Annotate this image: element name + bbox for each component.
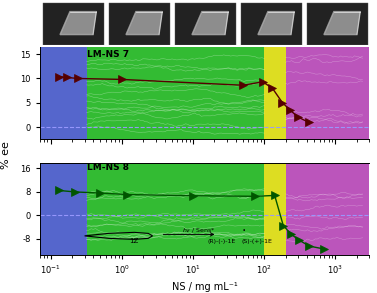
Polygon shape bbox=[324, 12, 360, 35]
Polygon shape bbox=[258, 12, 294, 35]
Text: % ee: % ee bbox=[1, 141, 11, 169]
Bar bbox=[175, 3, 236, 45]
Polygon shape bbox=[324, 12, 360, 35]
Bar bbox=[286, 163, 369, 255]
X-axis label: NS / mg mL⁻¹: NS / mg mL⁻¹ bbox=[172, 282, 238, 292]
Text: LM-NS 8: LM-NS 8 bbox=[87, 163, 129, 172]
Bar bbox=[109, 3, 170, 45]
Polygon shape bbox=[126, 12, 162, 35]
Bar bbox=[40, 47, 87, 139]
Text: (S)-(+)-1E: (S)-(+)-1E bbox=[242, 239, 273, 244]
Bar bbox=[264, 47, 286, 139]
Polygon shape bbox=[258, 12, 294, 35]
Polygon shape bbox=[60, 12, 96, 35]
Polygon shape bbox=[192, 12, 228, 35]
Text: ·: · bbox=[242, 224, 246, 238]
Bar bbox=[43, 3, 104, 45]
Text: (R)-(-)-1E: (R)-(-)-1E bbox=[207, 239, 236, 244]
Polygon shape bbox=[192, 12, 228, 35]
Bar bbox=[264, 163, 286, 255]
Bar bbox=[87, 163, 264, 255]
Bar bbox=[87, 47, 264, 139]
Bar bbox=[241, 3, 302, 45]
Bar bbox=[307, 3, 368, 45]
Polygon shape bbox=[60, 12, 96, 35]
Bar bbox=[40, 163, 87, 255]
Polygon shape bbox=[126, 12, 162, 35]
Text: LM-NS 7: LM-NS 7 bbox=[87, 50, 129, 59]
Text: 1Z: 1Z bbox=[130, 238, 139, 244]
Bar bbox=[286, 47, 369, 139]
Text: $h\nu$ / Sens*: $h\nu$ / Sens* bbox=[182, 226, 216, 234]
